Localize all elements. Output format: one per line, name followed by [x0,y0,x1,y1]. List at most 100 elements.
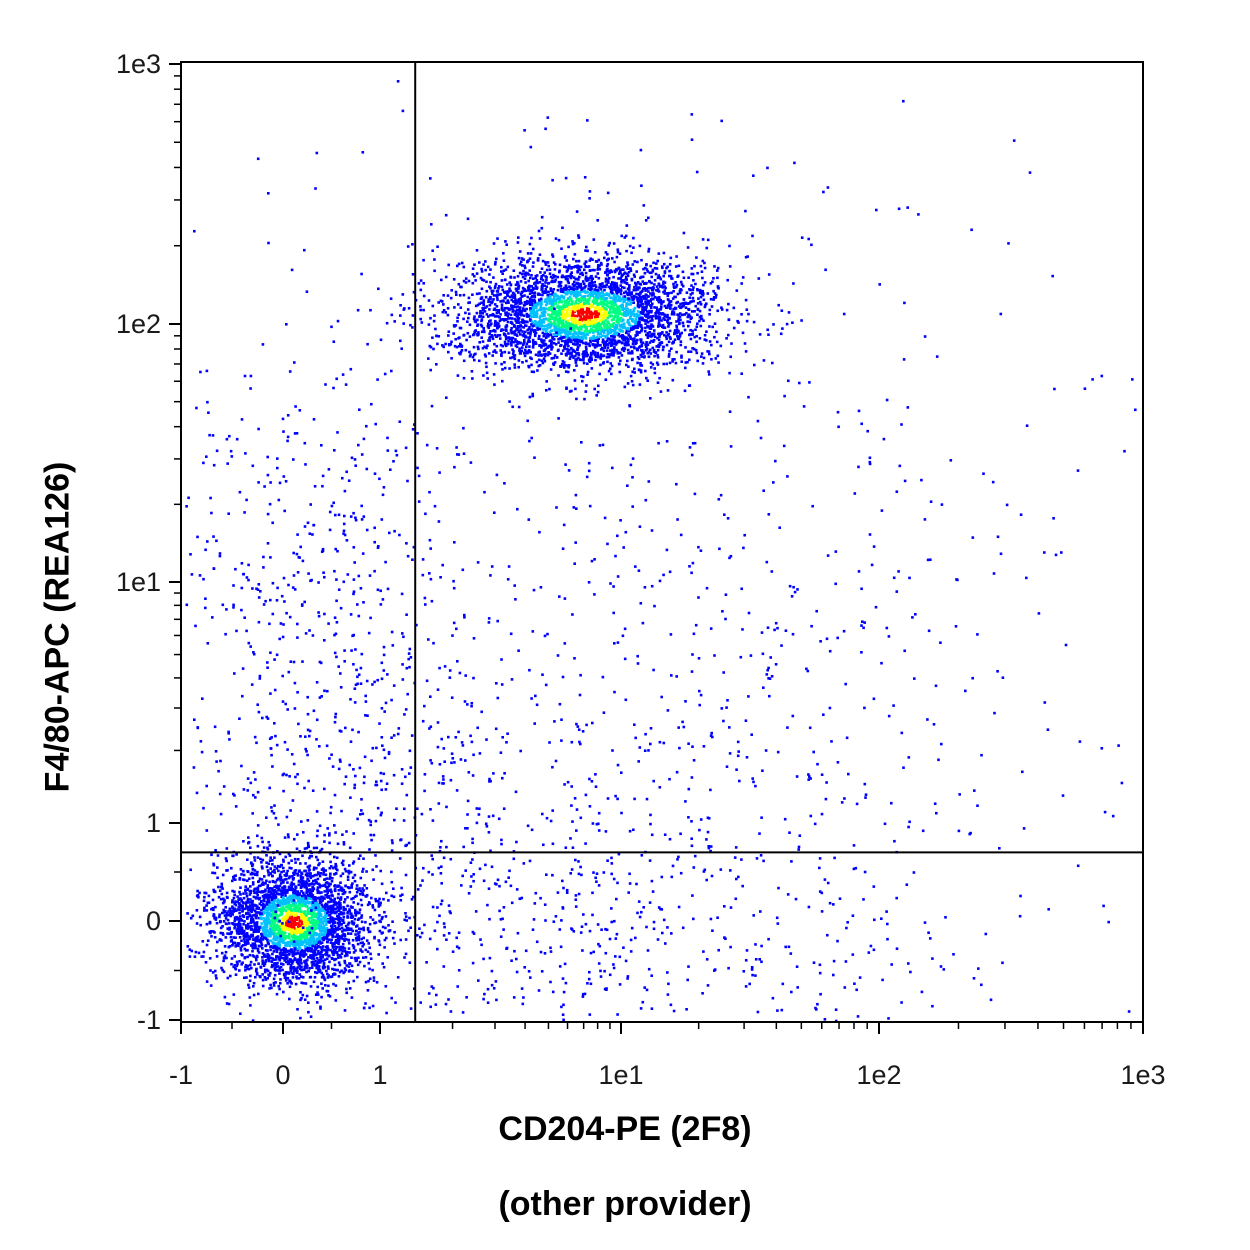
event-dot [572,314,575,317]
event-dot [400,886,403,890]
event-dot [544,303,548,307]
event-dot [563,328,567,331]
event-dot [241,961,244,964]
event-dot [313,940,316,943]
event-dot [570,314,574,318]
event-dot [273,962,277,965]
event-dot [276,900,279,903]
event-dot [346,875,350,879]
event-dot [619,316,623,320]
event-dot [573,287,576,291]
event-dot [311,916,314,919]
event-dot [277,892,281,896]
event-dot [368,977,372,981]
event-dot [615,348,618,352]
event-dot [299,862,302,865]
event-dot [301,925,305,928]
event-dot [599,353,603,356]
event-dot [614,343,618,346]
event-dot [626,267,629,270]
event-dot [282,907,286,911]
event-dot [296,951,299,955]
event-dot [573,314,577,318]
event-dot [506,299,509,302]
event-dot [350,886,353,889]
event-dot [335,933,339,937]
event-dot [639,370,643,374]
event-dot [202,950,206,954]
event-dot [221,873,225,877]
event-dot [254,975,257,979]
event-dot [227,945,231,949]
event-dot [642,310,645,313]
event-dot [304,873,308,877]
event-dot [566,277,569,281]
event-dot [288,898,292,901]
event-dot [296,874,300,877]
event-dot [383,938,387,942]
event-dot [248,935,252,939]
event-dot [462,317,465,321]
event-dot [194,950,198,954]
event-dot [305,942,309,945]
event-dot [520,257,524,260]
event-dot [315,855,318,859]
event-dot [514,302,517,306]
event-dot [226,918,230,922]
event-dot [744,255,748,259]
event-dot [275,992,279,996]
event-dot [285,972,288,975]
event-dot [509,289,512,293]
event-dot [619,359,622,363]
event-dot [233,890,236,893]
event-dot [431,304,435,308]
event-dot [303,950,307,953]
event-dot [359,876,363,880]
event-dot [353,957,357,960]
event-dot [301,918,305,921]
event-dot [556,304,560,308]
event-dot [343,1009,347,1012]
event-dot [547,335,550,338]
event-dot [253,869,257,872]
event-dot [314,899,317,903]
event-dot [256,886,260,889]
event-dot [289,964,293,967]
event-dot [280,962,283,965]
event-dot [226,927,229,930]
event-dot [626,382,630,385]
event-dot [288,928,292,931]
event-dot [296,833,299,836]
event-dot [271,863,274,866]
event-dot [267,957,271,960]
event-dot [704,303,707,307]
event-dot [356,924,359,927]
event-dot [278,875,282,878]
event-dot [772,323,775,326]
event-dot [304,923,307,926]
event-dot [302,904,306,907]
event-dot [679,343,683,347]
event-dot [491,337,495,341]
event-dot [318,885,322,889]
event-dot [210,935,213,938]
event-dot [654,317,658,320]
event-dot [290,931,293,934]
event-dot [578,284,581,287]
event-dot [338,927,342,931]
event-dot [668,329,672,333]
event-dot [596,351,599,355]
event-dot [522,342,525,345]
event-dot [311,963,314,967]
event-dot [346,927,350,930]
event-dot [297,870,301,873]
event-dot [283,931,287,935]
event-dot [600,327,604,330]
event-dot [662,280,665,284]
event-dot [248,996,252,999]
event-dot [353,873,357,877]
event-dot [321,860,325,863]
event-dot [601,347,604,351]
event-dot [281,941,285,944]
event-dot [482,307,485,311]
